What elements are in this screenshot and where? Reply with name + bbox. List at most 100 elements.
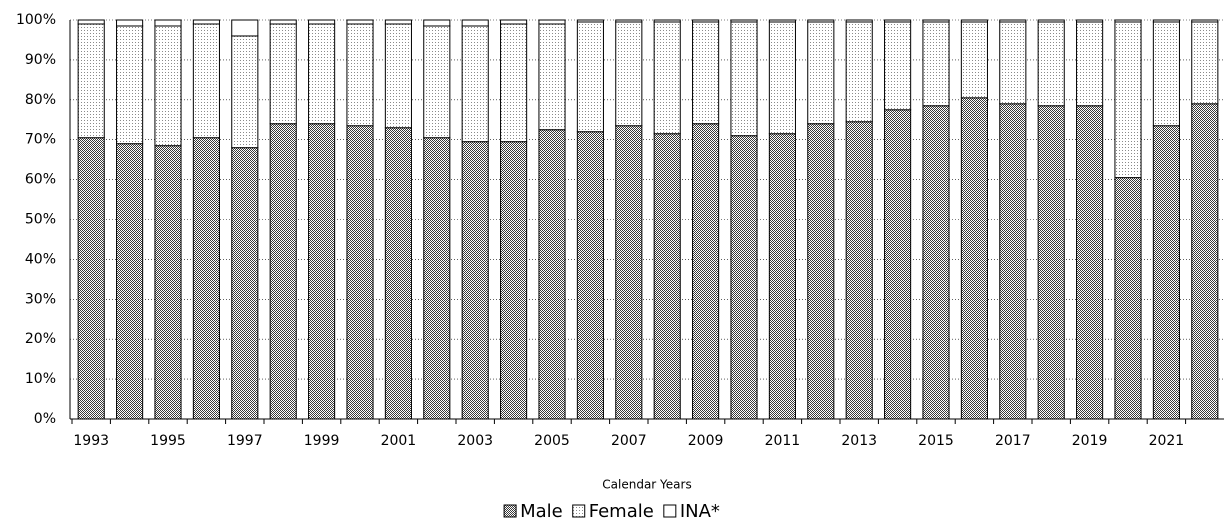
bar-segment (576, 131, 604, 420)
bar-segment (884, 109, 912, 420)
bar-segment (346, 125, 374, 420)
bar-segment (1152, 125, 1180, 420)
bar-segment (538, 23, 566, 131)
bar-segment (231, 147, 259, 420)
bar-segment (999, 19, 1027, 23)
bar-segment (192, 137, 220, 420)
bar-segment (192, 19, 220, 25)
legend-label: Male (520, 501, 563, 522)
y-tick-label: 30% (25, 291, 56, 307)
bar-segment (768, 21, 796, 135)
y-tick-label: 10% (25, 371, 56, 387)
bar-segment (768, 133, 796, 420)
bar-segment (308, 19, 336, 25)
x-tick-label: 1995 (150, 433, 186, 449)
bar-segment (692, 123, 720, 420)
bar-segment (461, 19, 489, 27)
x-tick-label: 2009 (688, 433, 724, 449)
y-tick-label: 50% (25, 212, 56, 228)
y-tick-label: 0% (34, 411, 56, 427)
bar-segment (768, 19, 796, 23)
y-tick-label: 40% (25, 251, 56, 267)
legend-swatch (663, 504, 677, 518)
y-tick-label: 70% (25, 132, 56, 148)
bar-segment (807, 123, 835, 420)
legend-label: Female (589, 501, 654, 522)
y-tick-label: 60% (25, 172, 56, 188)
bar-segment (884, 19, 912, 23)
bar-segment (192, 23, 220, 139)
x-tick-label: 2013 (841, 433, 877, 449)
bar-segment (730, 135, 758, 420)
bar-segment (807, 19, 835, 23)
bar-segment (500, 141, 528, 420)
x-tick-label: 2019 (1072, 433, 1108, 449)
bar-segment (500, 23, 528, 143)
x-tick-label: 2021 (1149, 433, 1185, 449)
bar-segment (845, 21, 873, 123)
bar-segment (960, 21, 988, 99)
bar-segment (384, 127, 412, 420)
legend-swatch (572, 504, 586, 518)
bar-segment (461, 25, 489, 143)
bar-segment (154, 145, 182, 420)
x-tick-label: 2007 (611, 433, 647, 449)
bar-segment (269, 123, 297, 420)
bar-segment (922, 21, 950, 107)
bar-segment (1191, 103, 1219, 420)
y-tick-label: 20% (25, 331, 56, 347)
bar-segment (999, 21, 1027, 105)
bar-segment (1152, 19, 1180, 23)
bar-segment (615, 21, 643, 127)
bar-segment (231, 35, 259, 149)
bar-segment (77, 137, 105, 420)
bar-segment (1037, 19, 1065, 23)
bar-segment (346, 19, 374, 25)
bar-segment (269, 23, 297, 125)
bar-segment (116, 25, 144, 145)
bar-segment (922, 105, 950, 420)
bar-segment (423, 25, 451, 139)
bar-segment (960, 19, 988, 23)
x-tick-label: 2003 (457, 433, 493, 449)
bar-segment (423, 19, 451, 27)
bar-segment (653, 21, 681, 135)
bar-segment (1076, 19, 1104, 23)
x-tick-label: 2005 (534, 433, 570, 449)
y-tick-label: 80% (25, 92, 56, 108)
bar-segment (1037, 105, 1065, 420)
bar-segment (77, 23, 105, 139)
bar-segment (308, 123, 336, 420)
bar-segment (653, 133, 681, 420)
bar-segment (999, 103, 1027, 420)
bar-segment (384, 19, 412, 25)
bar-segment (308, 23, 336, 125)
bar-segment (845, 121, 873, 420)
bar-segment (1191, 21, 1219, 105)
bar-segment (730, 19, 758, 23)
bar-segment (730, 21, 758, 137)
legend-swatch (503, 504, 517, 518)
bar-segment (116, 19, 144, 27)
bar-segment (423, 137, 451, 420)
bar-segment (538, 19, 566, 25)
bar-segment (346, 23, 374, 127)
bar-segment (1114, 177, 1142, 420)
x-tick-label: 1999 (304, 433, 340, 449)
bar-segment (116, 143, 144, 420)
bar-segment (1076, 21, 1104, 107)
bar-segment (922, 19, 950, 23)
bar-segment (154, 19, 182, 27)
bar-segment (1191, 19, 1219, 23)
bar-segment (1037, 21, 1065, 107)
bar-segment (231, 19, 259, 37)
bar-segment (538, 129, 566, 420)
bar-segment (884, 21, 912, 111)
bar-segment (1076, 105, 1104, 420)
x-tick-label: 1997 (227, 433, 263, 449)
y-tick-label: 90% (25, 52, 56, 68)
y-tick-label: 100% (16, 12, 56, 28)
bar-segment (384, 23, 412, 129)
bar-segment (692, 21, 720, 125)
